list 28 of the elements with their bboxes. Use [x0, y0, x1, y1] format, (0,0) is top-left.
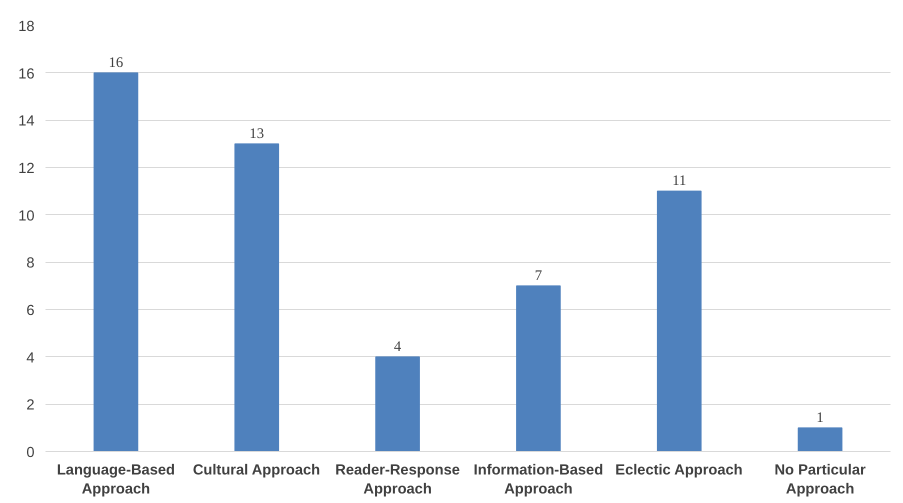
- y-tick-label: 4: [26, 350, 35, 366]
- x-tick-label: Cultural Approach: [192, 462, 320, 478]
- bar: [375, 356, 420, 452]
- x-tick-label: Eclectic Approach: [615, 462, 743, 478]
- y-tick-label: 6: [26, 303, 35, 319]
- x-tick-label: No Particular Approach: [774, 462, 866, 498]
- data-label: 7: [534, 268, 542, 284]
- data-label: 4: [394, 338, 402, 355]
- bar: [94, 72, 138, 452]
- y-tick-label: 8: [26, 256, 35, 272]
- data-label: 16: [108, 54, 124, 71]
- y-tick-label: 16: [18, 66, 35, 82]
- y-tick-label: 18: [18, 19, 35, 35]
- bar: [234, 143, 280, 452]
- bar: [798, 427, 842, 452]
- data-label: 11: [672, 173, 686, 190]
- x-tick-label: Information-Based Approach: [474, 462, 604, 498]
- y-tick-label: 12: [18, 161, 35, 177]
- y-tick-label: 10: [18, 208, 35, 224]
- x-tick-label: Reader-Response Approach: [335, 462, 460, 498]
- bar: [656, 190, 702, 452]
- y-tick-label: 14: [18, 114, 35, 130]
- y-tick-label: 2: [26, 398, 35, 414]
- x-tick-label: Language-Based Approach: [56, 462, 175, 498]
- data-label: 13: [249, 126, 264, 142]
- y-tick-label: 0: [26, 445, 35, 461]
- bar: [516, 285, 561, 452]
- data-label: 1: [816, 410, 824, 426]
